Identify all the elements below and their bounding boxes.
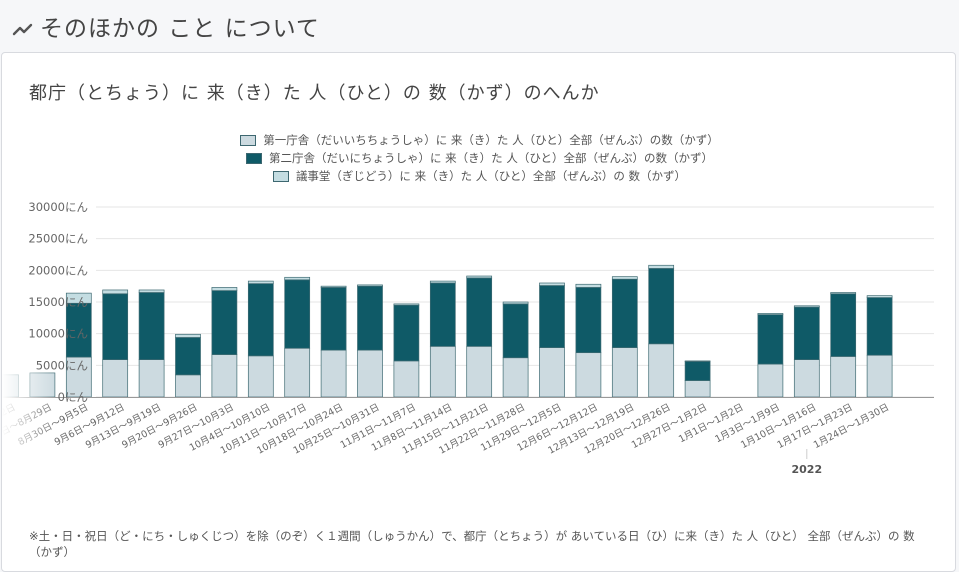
- bar-segment-assembly[interactable]: [284, 276, 311, 281]
- bar-segment-assembly[interactable]: [320, 285, 347, 288]
- bar-segment-first[interactable]: [211, 354, 238, 398]
- bar-segment-second[interactable]: [65, 302, 92, 358]
- bar-segment-first[interactable]: [502, 357, 529, 398]
- bar-segment-assembly[interactable]: [611, 276, 638, 280]
- bar-segment-assembly[interactable]: [466, 275, 493, 279]
- y-tick-label: 0にん: [58, 390, 88, 404]
- legend-item-second-building[interactable]: 第二庁舎（だいにちょうしゃ）に 来（き）た 人（ひと）全部（ぜんぶ）の数（かず）: [2, 149, 957, 167]
- chart-footnote: ※土・日・祝日（ど・にち・しゅくじつ）を除（のぞ）く１週間（しゅうかん）で、都庁…: [29, 529, 915, 559]
- legend-swatch-second: [246, 152, 263, 164]
- legend-swatch-first: [240, 134, 257, 146]
- bar-segment-first[interactable]: [102, 359, 129, 398]
- bar-segment-first[interactable]: [429, 345, 456, 398]
- chart-card: 都庁（とちょう）に 来（き）た 人（ひと）の 数（かず）のへんか 第一庁舎（だい…: [1, 52, 956, 572]
- bar-segment-assembly[interactable]: [684, 360, 711, 362]
- bar-segment-second[interactable]: [648, 268, 675, 345]
- y-tick-label: 20000にん: [28, 263, 88, 277]
- bar-segment-first[interactable]: [757, 363, 784, 398]
- visitor-bar-chart: 0にん 5000にん 10000にん 15000にん 20000にん 25000にん 300…: [2, 200, 934, 481]
- bar-segment-second[interactable]: [284, 279, 311, 349]
- bar-segment-second[interactable]: [211, 290, 238, 355]
- bar-segment-first[interactable]: [539, 347, 565, 398]
- bar-segment-second[interactable]: [502, 303, 529, 359]
- y-tick-label: 5000にん: [36, 358, 88, 372]
- bar-segment-second[interactable]: [320, 287, 347, 351]
- bar-segment-first[interactable]: [575, 352, 602, 398]
- y-tick-label: 15000にん: [28, 295, 88, 309]
- bar-segment-assembly[interactable]: [575, 283, 602, 288]
- legend-label-assembly: 議事堂（ぎじどう）に 来（き）た 人（ひと）全部（ぜんぶ）の 数（かず）: [295, 169, 687, 183]
- bar-segment-assembly[interactable]: [102, 289, 129, 295]
- bar-segment-assembly[interactable]: [429, 280, 456, 284]
- bar-segment-first[interactable]: [466, 345, 493, 398]
- bar-segment-first[interactable]: [684, 380, 711, 398]
- y-tick-label: 10000にん: [28, 327, 88, 341]
- bar-segment-second[interactable]: [830, 293, 857, 357]
- bar-segment-assembly[interactable]: [393, 303, 420, 306]
- bar-segment-first[interactable]: [320, 349, 347, 398]
- bar-segment-first[interactable]: [357, 349, 383, 398]
- page-header: そのほかの こと について: [0, 0, 959, 52]
- bar-segment-second[interactable]: [757, 314, 784, 365]
- bar-segment-assembly[interactable]: [866, 295, 893, 298]
- legend-label-second: 第二庁舎（だいにちょうしゃ）に 来（き）た 人（ひと）全部（ぜんぶ）の数（かず）: [269, 151, 713, 165]
- bar-segment-first[interactable]: [284, 347, 311, 398]
- chart-legend: 第一庁舎（だいいちちょうしゃ）に 来（き）た 人（ひと）全部（ぜんぶ）の数（かず…: [2, 131, 957, 185]
- bar-segment-second[interactable]: [102, 293, 129, 360]
- legend-item-assembly-hall[interactable]: 議事堂（ぎじどう）に 来（き）た 人（ひと）全部（ぜんぶ）の 数（かず）: [2, 167, 957, 185]
- bar-segment-second[interactable]: [466, 277, 493, 347]
- year-label: 2022: [791, 463, 822, 476]
- bar-segment-second[interactable]: [575, 287, 602, 354]
- bar-segment-second[interactable]: [611, 278, 638, 348]
- bar-segment-assembly[interactable]: [830, 292, 857, 295]
- bar-segment-first[interactable]: [65, 356, 92, 398]
- bar-segment-assembly[interactable]: [793, 305, 820, 308]
- scroll-fade-overlay: [2, 371, 57, 481]
- legend-item-first-building[interactable]: 第一庁舎（だいいちちょうしゃ）に 来（き）た 人（ひと）全部（ぜんぶ）の数（かず…: [2, 131, 957, 149]
- bar-segment-second[interactable]: [793, 306, 820, 360]
- bar-segment-assembly[interactable]: [502, 301, 529, 305]
- bar-segment-assembly[interactable]: [357, 284, 383, 287]
- bar-segment-first[interactable]: [247, 355, 274, 398]
- bar-segment-second[interactable]: [138, 292, 165, 360]
- legend-label-first: 第一庁舎（だいいちちょうしゃ）に 来（き）た 人（ひと）全部（ぜんぶ）の数（かず…: [263, 133, 719, 147]
- bar-segment-second[interactable]: [175, 337, 201, 376]
- bar-segment-first[interactable]: [393, 360, 420, 398]
- bar-segment-first[interactable]: [175, 374, 201, 398]
- bar-segment-second[interactable]: [429, 282, 456, 347]
- bar-segment-assembly[interactable]: [138, 289, 165, 293]
- bar-segment-second[interactable]: [866, 297, 893, 356]
- chart-title: 都庁（とちょう）に 来（き）た 人（ひと）の 数（かず）のへんか: [29, 83, 600, 104]
- y-tick-label: 25000にん: [28, 232, 88, 246]
- bar-segment-first[interactable]: [793, 359, 820, 398]
- bar-segment-second[interactable]: [247, 283, 274, 357]
- bar-segment-first[interactable]: [648, 343, 675, 398]
- bar-segment-first[interactable]: [866, 354, 893, 398]
- page-title: そのほかの こと について: [40, 16, 320, 42]
- bar-segment-first[interactable]: [138, 359, 165, 398]
- bar-segment-assembly[interactable]: [648, 264, 675, 269]
- line-chart-icon: [12, 23, 33, 36]
- bar-segment-second[interactable]: [684, 361, 711, 381]
- bar-segment-assembly[interactable]: [175, 333, 201, 338]
- bar-segment-first[interactable]: [830, 356, 857, 398]
- bar-segment-second[interactable]: [539, 285, 565, 348]
- bar-segment-second[interactable]: [393, 304, 420, 362]
- bar-segment-first[interactable]: [611, 347, 638, 398]
- legend-swatch-assembly: [272, 170, 289, 182]
- bar-segment-second[interactable]: [357, 285, 383, 351]
- bar-segment-assembly[interactable]: [757, 313, 784, 316]
- y-tick-label: 30000にん: [28, 200, 88, 214]
- bar-segment-assembly[interactable]: [247, 280, 274, 284]
- bar-segment-assembly[interactable]: [65, 292, 92, 304]
- bar-segment-assembly[interactable]: [211, 287, 238, 291]
- bar-segment-assembly[interactable]: [539, 282, 565, 286]
